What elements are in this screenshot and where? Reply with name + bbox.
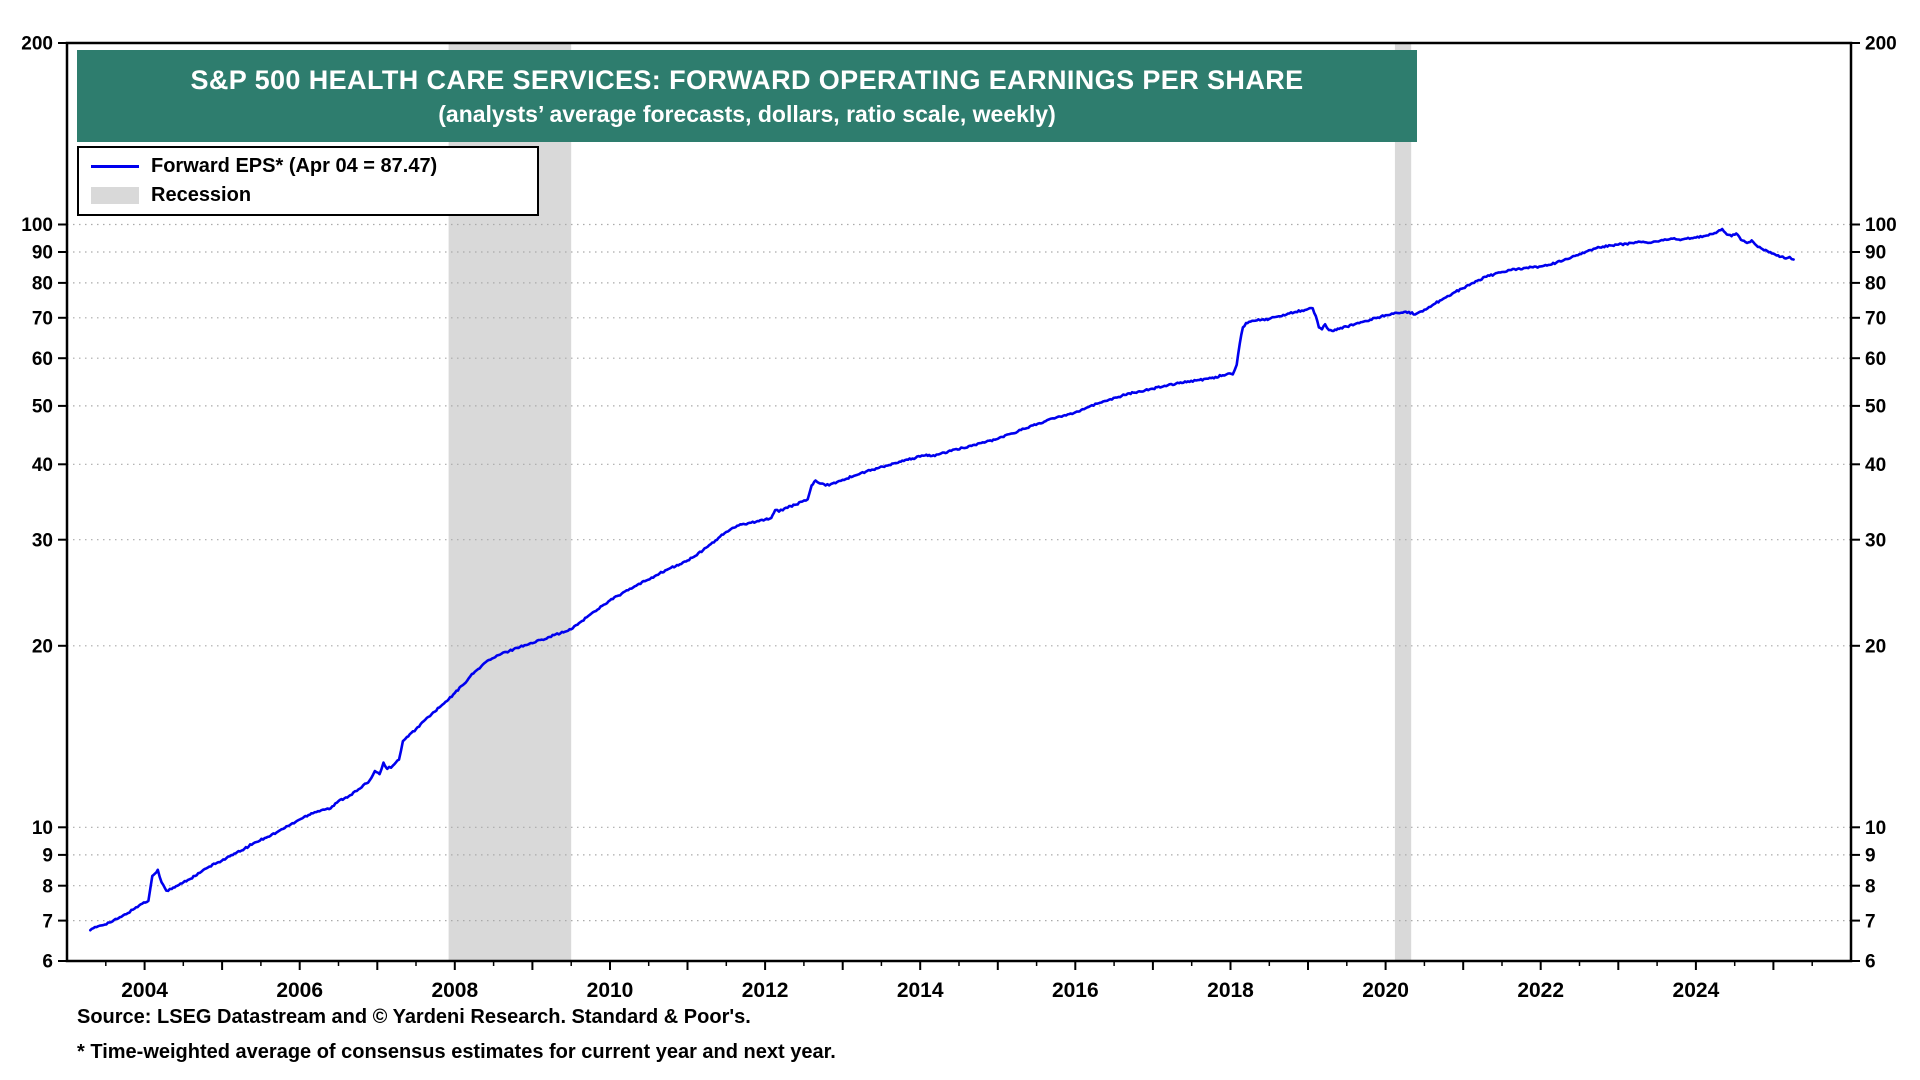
- legend-row-recession: Recession: [91, 183, 525, 208]
- x-axis-label: 2008: [431, 979, 478, 1002]
- legend-eps-label: Forward EPS* (Apr 04 = 87.47): [151, 155, 438, 177]
- chart-title: S&P 500 HEALTH CARE SERVICES: FORWARD OP…: [190, 64, 1304, 95]
- x-axis-label: 2012: [742, 979, 789, 1002]
- y-axis-label-right: 40: [1865, 455, 1886, 476]
- x-axis-label: 2004: [121, 979, 168, 1002]
- y-axis-label-left: 20: [32, 636, 53, 657]
- legend: Forward EPS* (Apr 04 = 87.47) Recession: [77, 146, 539, 216]
- eps-line: [89, 227, 1795, 932]
- x-axis-label: 2022: [1517, 979, 1564, 1002]
- y-axis-label-right: 70: [1865, 308, 1886, 329]
- y-axis-label-left: 60: [32, 349, 53, 370]
- y-axis-label-left: 30: [32, 530, 53, 551]
- y-axis-label-right: 100: [1865, 215, 1897, 236]
- y-axis-label-left: 200: [21, 34, 53, 55]
- y-axis-label-left: 70: [32, 308, 53, 329]
- y-axis-label-left: 7: [42, 911, 53, 932]
- y-axis-label-left: 10: [32, 818, 53, 839]
- y-axis-label-right: 20: [1865, 636, 1886, 657]
- source-note: Source: LSEG Datastream and © Yardeni Re…: [77, 1006, 751, 1028]
- y-axis-label-left: 100: [21, 215, 53, 236]
- y-axis-label-left: 40: [32, 455, 53, 476]
- x-axis-label: 2014: [897, 979, 944, 1002]
- y-axis-label-right: 60: [1865, 349, 1886, 370]
- x-axis-label: 2018: [1207, 979, 1254, 1002]
- y-axis-label-right: 9: [1865, 846, 1876, 867]
- recession-swatch: [91, 187, 139, 204]
- y-axis-label-left: 6: [42, 952, 53, 973]
- y-axis-label-right: 50: [1865, 397, 1886, 418]
- y-axis-label-left: 8: [42, 876, 53, 897]
- y-axis-label-right: 80: [1865, 274, 1886, 295]
- y-axis-label-right: 200: [1865, 34, 1897, 55]
- y-axis-label-right: 10: [1865, 818, 1886, 839]
- footnote: * Time-weighted average of consensus est…: [77, 1041, 836, 1063]
- y-axis-label-right: 7: [1865, 911, 1876, 932]
- y-axis-label-right: 30: [1865, 530, 1886, 551]
- x-axis-label: 2024: [1673, 979, 1720, 1002]
- x-axis-label: 2006: [276, 979, 323, 1002]
- y-axis-label-right: 8: [1865, 876, 1876, 897]
- x-axis-label: 2020: [1362, 979, 1409, 1002]
- chart-subtitle: (analysts’ average forecasts, dollars, r…: [438, 100, 1056, 127]
- legend-row-eps: Forward EPS* (Apr 04 = 87.47): [91, 154, 525, 179]
- x-axis-label: 2010: [587, 979, 634, 1002]
- eps-line-swatch: [91, 165, 139, 168]
- y-axis-label-right: 90: [1865, 243, 1886, 264]
- legend-recession-label: Recession: [151, 184, 252, 206]
- chart-title-banner: S&P 500 HEALTH CARE SERVICES: FORWARD OP…: [77, 50, 1417, 142]
- x-axis-label: 2016: [1052, 979, 1099, 1002]
- y-axis-label-left: 50: [32, 397, 53, 418]
- y-axis-label-left: 80: [32, 274, 53, 295]
- recession-band: [1394, 43, 1412, 961]
- y-axis-label-left: 90: [32, 243, 53, 264]
- y-axis-label-left: 9: [42, 846, 53, 867]
- y-axis-label-right: 6: [1865, 952, 1876, 973]
